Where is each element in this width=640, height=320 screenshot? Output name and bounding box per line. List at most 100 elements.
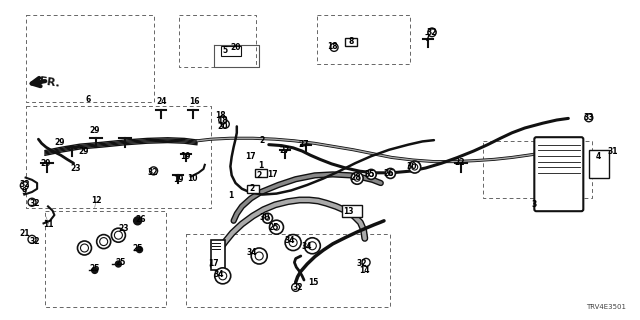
Text: 31: 31	[608, 147, 618, 156]
Circle shape	[219, 116, 227, 124]
Bar	[247, 185, 259, 193]
Text: 11: 11	[44, 220, 54, 228]
Bar	[345, 38, 356, 46]
Text: 2: 2	[249, 184, 254, 193]
Text: 15: 15	[308, 278, 319, 287]
Circle shape	[81, 244, 88, 252]
Text: 17: 17	[246, 152, 256, 161]
Circle shape	[428, 29, 436, 37]
Circle shape	[362, 258, 370, 266]
Text: 16: 16	[189, 97, 199, 106]
Text: 34: 34	[285, 236, 295, 244]
Circle shape	[92, 268, 98, 273]
Text: 27: 27	[299, 140, 309, 149]
Circle shape	[20, 182, 28, 189]
Circle shape	[266, 216, 269, 220]
Text: 23: 23	[70, 164, 81, 173]
Circle shape	[115, 261, 122, 267]
Bar	[589, 150, 609, 178]
Circle shape	[369, 172, 373, 176]
Circle shape	[28, 236, 36, 244]
Text: 20: 20	[218, 122, 228, 131]
Text: 19: 19	[173, 175, 183, 184]
Text: 25: 25	[90, 264, 100, 273]
Circle shape	[409, 161, 420, 173]
Text: 25: 25	[115, 258, 125, 267]
Text: 1: 1	[259, 161, 264, 170]
Circle shape	[585, 114, 593, 122]
Text: 34: 34	[246, 248, 257, 257]
Text: 1: 1	[228, 191, 233, 200]
Circle shape	[77, 241, 92, 255]
Text: 34: 34	[214, 270, 224, 279]
Text: 29: 29	[41, 159, 51, 168]
Bar	[342, 204, 362, 217]
Text: 2: 2	[260, 136, 265, 145]
Circle shape	[221, 120, 229, 128]
Text: 32: 32	[292, 284, 303, 292]
Circle shape	[354, 175, 360, 181]
Circle shape	[111, 228, 125, 242]
Text: TRV4E3501: TRV4E3501	[586, 304, 626, 309]
Text: 25: 25	[269, 223, 279, 232]
Text: 30: 30	[406, 162, 417, 171]
Text: 32: 32	[19, 180, 29, 188]
Text: 32: 32	[30, 199, 40, 208]
Bar	[221, 46, 241, 56]
Text: 10: 10	[187, 174, 197, 183]
Text: 3: 3	[532, 200, 537, 209]
Text: 32: 32	[427, 28, 437, 36]
Text: 12: 12	[91, 196, 101, 205]
Circle shape	[219, 272, 227, 280]
Text: 32: 32	[357, 259, 367, 268]
Text: 18: 18	[218, 116, 228, 125]
Circle shape	[115, 231, 122, 239]
Circle shape	[150, 167, 157, 175]
Circle shape	[289, 239, 297, 247]
Circle shape	[412, 164, 418, 170]
Circle shape	[269, 220, 284, 234]
Circle shape	[97, 235, 111, 249]
Text: 17: 17	[208, 260, 218, 268]
Circle shape	[308, 242, 316, 250]
Text: 35: 35	[365, 170, 375, 179]
Text: 22: 22	[454, 158, 465, 167]
Text: 14: 14	[360, 266, 370, 275]
Circle shape	[385, 168, 396, 179]
Text: 30: 30	[259, 213, 269, 222]
Text: 21: 21	[19, 229, 29, 238]
Text: 20: 20	[230, 43, 241, 52]
Text: 4: 4	[596, 152, 601, 161]
Text: 24: 24	[156, 97, 166, 106]
Circle shape	[388, 172, 392, 175]
Bar	[255, 169, 267, 177]
Text: 28: 28	[351, 173, 361, 182]
Text: 7: 7	[425, 34, 430, 43]
Text: 33: 33	[584, 113, 594, 122]
Text: FR.: FR.	[38, 76, 60, 89]
Text: 29: 29	[54, 138, 65, 147]
Text: 17: 17	[267, 170, 277, 179]
Circle shape	[285, 235, 301, 251]
FancyBboxPatch shape	[534, 137, 583, 211]
Text: 23: 23	[118, 224, 129, 233]
Text: 26: 26	[383, 169, 394, 178]
Text: 25: 25	[132, 244, 143, 253]
Circle shape	[100, 237, 108, 246]
Circle shape	[273, 224, 280, 230]
Circle shape	[366, 169, 376, 180]
Circle shape	[351, 172, 363, 184]
Text: 8: 8	[348, 37, 353, 46]
Text: 26: 26	[136, 215, 146, 224]
Bar	[211, 240, 225, 270]
Text: 6: 6	[86, 95, 91, 104]
Text: 18: 18	[216, 111, 226, 120]
Text: 18: 18	[328, 42, 338, 51]
Text: 32: 32	[147, 168, 157, 177]
Circle shape	[428, 28, 436, 36]
Circle shape	[28, 198, 36, 206]
Text: 29: 29	[90, 126, 100, 135]
Circle shape	[305, 238, 321, 254]
Text: 9: 9	[22, 187, 27, 196]
Text: 29: 29	[78, 147, 88, 156]
